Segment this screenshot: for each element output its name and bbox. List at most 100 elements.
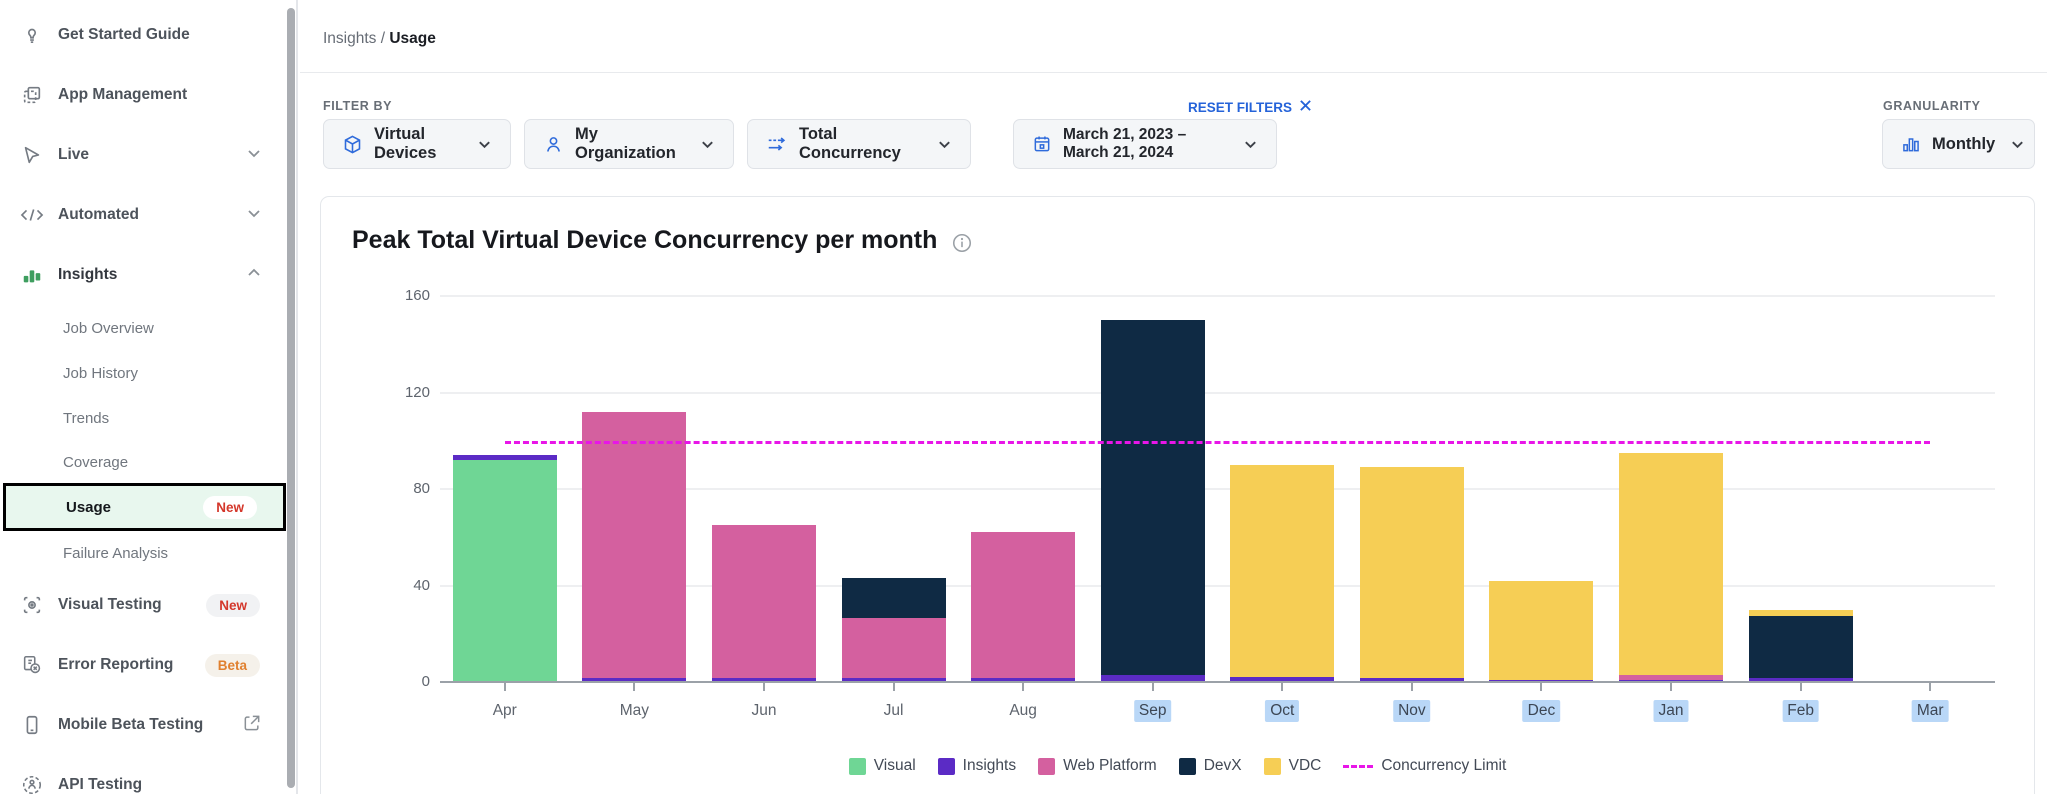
x-axis-label-mar: Mar xyxy=(1911,700,1949,722)
x-tick xyxy=(1799,683,1802,691)
legend-swatch xyxy=(937,757,955,775)
bar-segment-web-platform-jan[interactable] xyxy=(1619,674,1724,680)
bar-segment-web-platform-may[interactable] xyxy=(582,411,687,679)
legend-item-web-platform[interactable]: Web Platform xyxy=(1038,757,1157,775)
chevron-down-icon xyxy=(246,145,262,166)
legend-item-vdc[interactable]: VDC xyxy=(1263,757,1322,775)
sidebar-item-live[interactable]: Live xyxy=(0,133,286,177)
sidebar: Get Started Guide App Management Live Au… xyxy=(0,0,298,794)
sidebar-subitem-label: Job Overview xyxy=(63,319,154,337)
visual-testing-eye-icon xyxy=(20,593,44,617)
bar-segment-vdc-oct[interactable] xyxy=(1230,464,1335,678)
bar-segment-insights-sep[interactable] xyxy=(1100,674,1205,682)
bar-segment-vdc-dec[interactable] xyxy=(1489,580,1594,680)
legend-item-visual[interactable]: Visual xyxy=(848,757,916,775)
x-tick xyxy=(1540,683,1543,691)
gridline xyxy=(440,488,1995,490)
sidebar-item-visual-testing[interactable]: Visual Testing New xyxy=(0,583,286,627)
bar-chart-icon xyxy=(1901,134,1921,154)
sidebar-item-automated[interactable]: Automated xyxy=(0,193,286,237)
chevron-down-icon xyxy=(477,137,492,152)
breadcrumb-separator: / xyxy=(380,30,390,47)
bar-segment-devx-jul[interactable] xyxy=(841,578,946,619)
bar-segment-insights-oct[interactable] xyxy=(1230,677,1335,682)
metric-filter-dropdown[interactable]: Total Concurrency xyxy=(747,119,971,169)
granularity-dropdown[interactable]: Monthly xyxy=(1882,119,2035,169)
legend-swatch xyxy=(1178,757,1196,775)
x-axis-label-feb: Feb xyxy=(1782,700,1819,722)
bar-segment-insights-may[interactable] xyxy=(582,678,687,682)
code-icon xyxy=(20,203,44,227)
legend-dash-swatch xyxy=(1343,764,1374,768)
legend-item-devx[interactable]: DevX xyxy=(1178,757,1242,775)
sidebar-item-job-history[interactable]: Job History xyxy=(0,352,286,394)
x-axis-label-jul: Jul xyxy=(883,702,904,719)
x-axis-label-apr: Apr xyxy=(492,702,517,719)
bar-segment-devx-feb[interactable] xyxy=(1748,615,1853,679)
concurrency-limit-line xyxy=(504,440,1931,444)
bar-segment-insights-jan[interactable] xyxy=(1619,679,1724,682)
chevron-down-icon xyxy=(2010,137,2025,152)
bar-segment-web-platform-jun[interactable] xyxy=(711,525,816,679)
virtual-devices-filter-dropdown[interactable]: Virtual Devices xyxy=(323,119,511,169)
info-icon[interactable] xyxy=(951,232,973,259)
sidebar-item-insights[interactable]: Insights xyxy=(0,253,286,297)
gridline xyxy=(440,295,1995,297)
sidebar-item-label: Visual Testing xyxy=(58,596,162,613)
legend-item-insights[interactable]: Insights xyxy=(937,757,1016,775)
sidebar-item-trends[interactable]: Trends xyxy=(0,397,286,439)
sidebar-item-app-management[interactable]: App Management xyxy=(0,73,286,117)
bar-segment-insights-jun[interactable] xyxy=(711,678,816,682)
breadcrumb-parent[interactable]: Insights xyxy=(323,30,377,47)
legend-item-concurrency-limit[interactable]: Concurrency Limit xyxy=(1343,757,1506,775)
x-axis-label-may: May xyxy=(619,702,650,719)
bar-segment-vdc-nov[interactable] xyxy=(1359,467,1464,679)
bar-segment-vdc-feb[interactable] xyxy=(1748,609,1853,616)
close-icon xyxy=(1299,99,1312,115)
x-axis-label-nov: Nov xyxy=(1393,700,1431,722)
legend-label: Web Platform xyxy=(1063,757,1157,774)
bar-segment-devx-sep[interactable] xyxy=(1100,320,1205,675)
sidebar-item-label: Mobile Beta Testing xyxy=(58,716,204,733)
sidebar-subitem-label: Coverage xyxy=(63,453,129,471)
legend-swatch xyxy=(848,757,866,775)
granularity-label: GRANULARITY xyxy=(1883,99,1981,113)
bar-segment-insights-aug[interactable] xyxy=(971,678,1076,682)
sidebar-item-get-started-guide[interactable]: Get Started Guide xyxy=(0,13,286,57)
organization-filter-dropdown[interactable]: My Organization xyxy=(524,119,734,169)
sidebar-item-job-overview[interactable]: Job Overview xyxy=(0,307,286,349)
sidebar-scrollbar[interactable] xyxy=(287,8,295,788)
bar-segment-insights-jul[interactable] xyxy=(841,678,946,682)
x-tick xyxy=(1151,683,1154,691)
bar-segment-web-platform-aug[interactable] xyxy=(971,532,1076,679)
sidebar-item-error-reporting[interactable]: Error Reporting Beta xyxy=(0,643,286,687)
sidebar-item-api-testing[interactable]: API Testing xyxy=(0,763,286,794)
header-divider xyxy=(300,72,2047,73)
sidebar-item-failure-analysis[interactable]: Failure Analysis xyxy=(0,532,286,574)
bar-segment-insights-feb[interactable] xyxy=(1748,678,1853,682)
sidebar-item-coverage[interactable]: Coverage xyxy=(0,441,286,483)
sidebar-item-mobile-beta-testing[interactable]: Mobile Beta Testing xyxy=(0,703,286,747)
bar-segment-insights-apr[interactable] xyxy=(452,455,557,461)
bar-segment-visual-apr[interactable] xyxy=(452,460,557,682)
y-tick-label: 160 xyxy=(404,287,430,304)
breadcrumb-current: Usage xyxy=(389,30,436,47)
legend-label: VDC xyxy=(1288,757,1322,774)
legend-swatch xyxy=(1263,757,1281,775)
cube-icon xyxy=(342,134,363,155)
reset-filters-button[interactable]: RESET FILTERS xyxy=(1188,99,1312,115)
date-range-filter-dropdown[interactable]: March 21, 2023 – March 21, 2024 xyxy=(1013,119,1277,169)
sidebar-item-usage[interactable]: Usage New xyxy=(3,483,286,531)
chevron-down-icon xyxy=(246,205,262,226)
x-axis-label-jan: Jan xyxy=(1653,700,1689,722)
x-axis-label-jun: Jun xyxy=(751,702,777,719)
mobile-phone-icon xyxy=(20,713,44,737)
insights-bars-icon xyxy=(20,263,44,287)
y-tick-label: 40 xyxy=(413,576,430,594)
bar-segment-insights-nov[interactable] xyxy=(1359,678,1464,682)
bar-segment-insights-dec[interactable] xyxy=(1489,679,1594,682)
bar-segment-vdc-jan[interactable] xyxy=(1619,452,1724,675)
filter-by-label: FILTER BY xyxy=(323,99,393,113)
bar-segment-web-platform-jul[interactable] xyxy=(841,618,946,679)
